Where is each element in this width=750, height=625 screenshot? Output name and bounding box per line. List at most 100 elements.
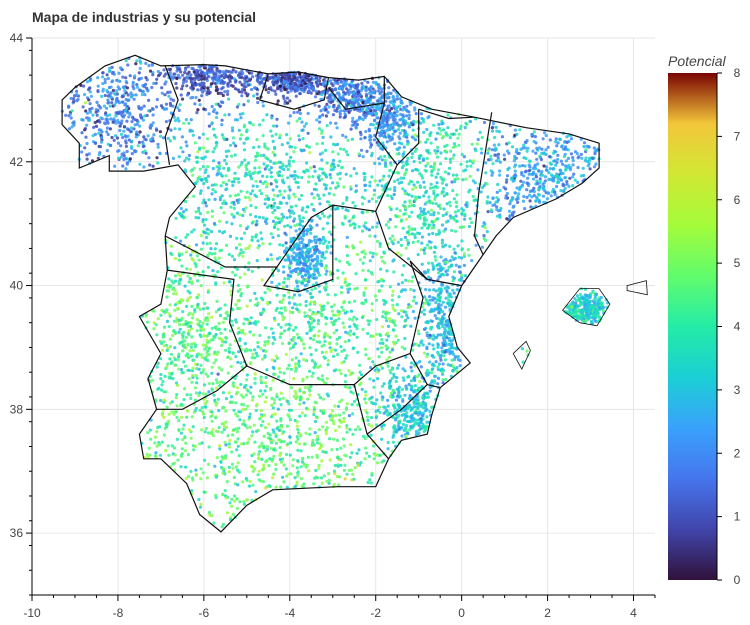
industry-point <box>92 125 96 129</box>
industry-point <box>467 224 472 229</box>
industry-point <box>125 119 129 123</box>
industry-point <box>289 367 293 371</box>
industry-point <box>295 424 299 428</box>
industry-point <box>487 158 491 162</box>
industry-point <box>438 132 442 136</box>
industry-point <box>305 331 309 335</box>
industry-point <box>316 256 320 260</box>
industry-point <box>385 338 389 342</box>
industry-point <box>394 416 398 420</box>
industry-point <box>234 246 239 250</box>
industry-point <box>325 377 329 381</box>
industry-point <box>114 98 118 102</box>
industry-point <box>462 254 466 258</box>
industry-point <box>407 214 411 219</box>
industry-point <box>337 86 341 90</box>
industry-point <box>420 414 424 418</box>
industry-point <box>102 104 106 108</box>
industry-point <box>520 172 524 176</box>
industry-point <box>113 103 117 107</box>
industry-point <box>424 371 428 375</box>
industry-point <box>262 153 266 157</box>
industry-point <box>563 164 567 168</box>
industry-point <box>534 141 538 145</box>
industry-point <box>362 291 366 295</box>
industry-point <box>319 476 323 480</box>
industry-point <box>403 235 407 239</box>
industry-point <box>294 229 298 233</box>
industry-point <box>571 184 575 188</box>
industry-point <box>547 171 551 175</box>
industry-point <box>363 437 367 441</box>
industry-point <box>228 143 233 147</box>
industry-point <box>122 154 126 158</box>
industry-point <box>283 99 287 104</box>
industry-point <box>275 284 279 288</box>
industry-point <box>288 76 292 80</box>
industry-point <box>137 140 141 144</box>
industry-point <box>478 130 482 134</box>
industry-point <box>399 100 403 104</box>
industry-point <box>437 287 441 291</box>
industry-point <box>257 165 261 170</box>
industry-point <box>372 457 376 461</box>
industry-point <box>146 431 150 435</box>
industry-point <box>356 462 360 466</box>
industry-point <box>320 374 324 378</box>
industry-point <box>213 133 217 137</box>
industry-point <box>404 413 408 417</box>
industry-point <box>194 374 198 378</box>
industry-point <box>306 180 311 184</box>
industry-point <box>493 153 497 157</box>
industry-point <box>533 135 538 139</box>
industry-point <box>202 181 206 186</box>
industry-point <box>294 362 298 366</box>
industry-point <box>272 472 276 476</box>
industry-point <box>192 166 196 170</box>
industry-point <box>320 212 325 216</box>
industry-point <box>493 135 497 140</box>
industry-point <box>276 87 280 91</box>
industry-point <box>490 129 495 133</box>
industry-point <box>374 252 378 256</box>
industry-point <box>329 316 333 321</box>
industry-point <box>564 167 568 171</box>
industry-point <box>521 199 526 203</box>
industry-point <box>130 139 134 143</box>
industry-point <box>273 201 277 205</box>
industry-point <box>134 62 138 66</box>
industry-point <box>406 242 410 247</box>
industry-point <box>120 152 124 156</box>
industry-point <box>190 489 194 493</box>
industry-point <box>452 197 456 201</box>
industry-point <box>265 185 269 189</box>
industry-point <box>495 190 499 194</box>
industry-point <box>304 85 308 90</box>
industry-point <box>571 156 575 160</box>
industry-point <box>248 484 252 488</box>
industry-point <box>441 186 446 191</box>
industry-point <box>130 120 134 124</box>
industry-point <box>222 211 226 215</box>
industry-point <box>541 137 545 141</box>
industry-point <box>194 95 198 100</box>
industry-point <box>342 411 346 415</box>
industry-point <box>355 335 359 339</box>
industry-point <box>395 387 399 391</box>
industry-point <box>393 142 397 146</box>
industry-point <box>214 88 218 93</box>
industry-point <box>148 126 153 130</box>
industry-point <box>484 161 488 165</box>
industry-point <box>343 340 347 344</box>
industry-point <box>521 360 525 364</box>
industry-point <box>177 108 181 112</box>
industry-point <box>450 255 454 259</box>
industry-point <box>212 221 217 226</box>
industry-point <box>276 99 280 103</box>
industry-point <box>331 142 336 146</box>
industry-point <box>349 187 353 191</box>
industry-point <box>505 217 509 221</box>
industry-point <box>330 305 334 309</box>
industry-point <box>424 164 428 168</box>
